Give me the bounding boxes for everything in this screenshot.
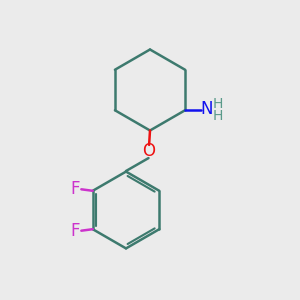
Text: H: H [213, 109, 223, 123]
Text: F: F [70, 180, 80, 198]
Text: F: F [70, 222, 80, 240]
Text: N: N [200, 100, 213, 118]
Text: H: H [213, 97, 223, 111]
Text: O: O [142, 142, 155, 160]
